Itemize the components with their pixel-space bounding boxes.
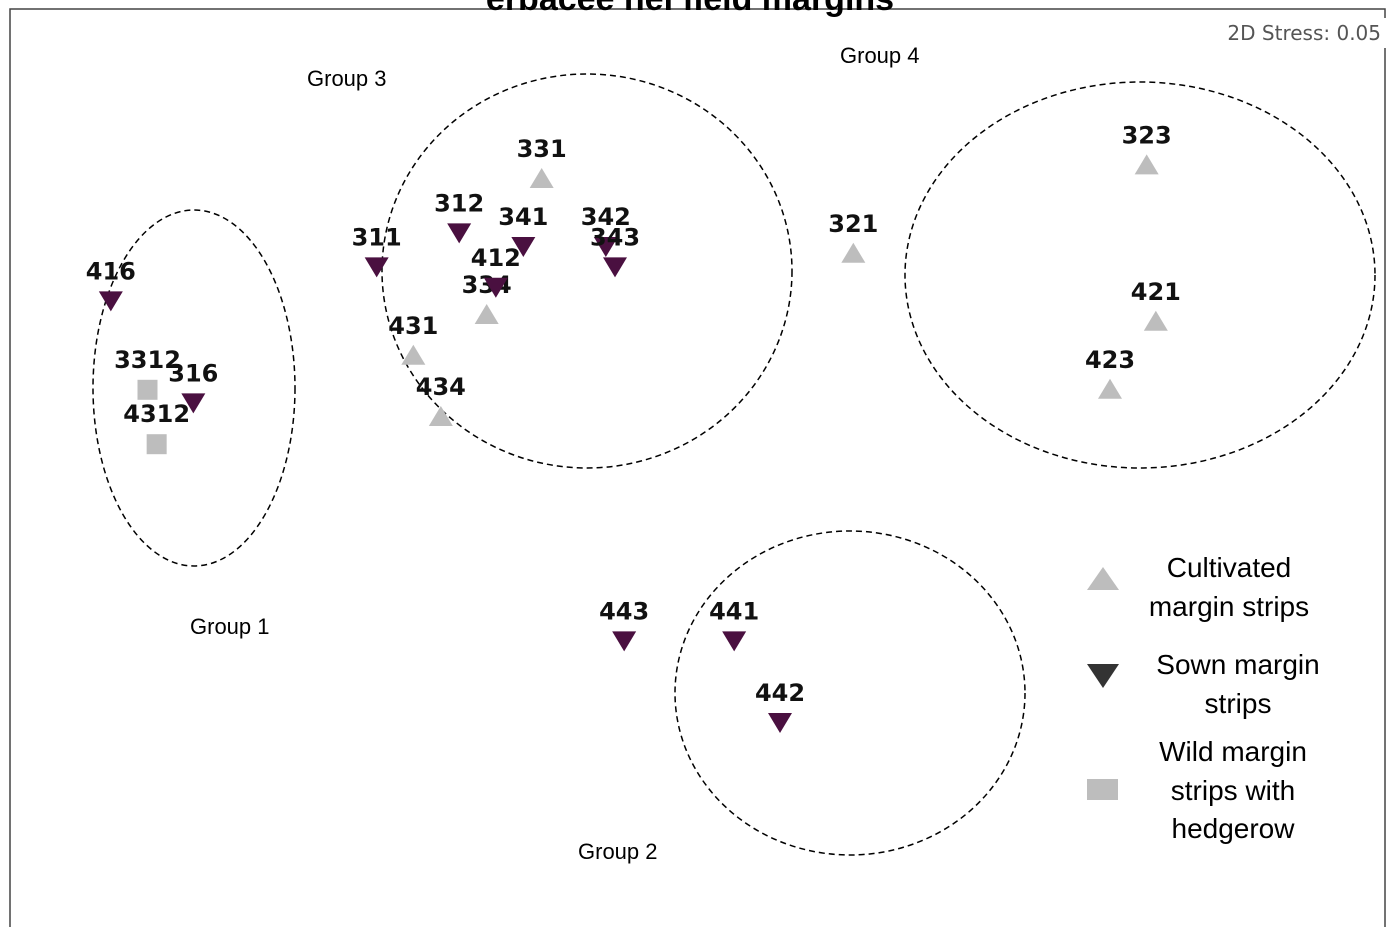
point-label-323: 323 [1122, 121, 1172, 149]
point-label-4312: 4312 [123, 400, 190, 428]
group-4-ellipse [904, 81, 1376, 469]
point-label-442: 442 [755, 679, 805, 707]
group-ellipses [92, 73, 1376, 856]
point-marker-334 [474, 304, 499, 324]
point-label-316: 316 [168, 359, 218, 387]
point-label-341: 341 [498, 203, 548, 231]
point-marker-312 [447, 223, 472, 244]
legend-wild-line-3: hedgerow [1172, 813, 1296, 844]
stress-box [1198, 18, 1388, 48]
group-2-label: Group 2 [578, 839, 658, 864]
plot-frame [9, 8, 1386, 927]
point-marker-4312 [146, 434, 167, 455]
point-marker-331 [529, 168, 554, 188]
legend-wild-line-2: strips with [1171, 775, 1295, 806]
point-marker-431 [401, 344, 426, 365]
point-label-331: 331 [517, 135, 567, 163]
point-label-423: 423 [1085, 346, 1135, 374]
stress-label: 2D Stress: 0.05 [1227, 21, 1381, 45]
point-label-441: 441 [709, 597, 759, 625]
group-3-label: Group 3 [307, 66, 387, 91]
point-marker-321 [841, 242, 866, 263]
point-marker-323 [1134, 154, 1159, 175]
point-marker-343 [603, 257, 627, 278]
point-marker-434 [428, 406, 453, 426]
legend-cultivated-line-2: margin strips [1149, 591, 1309, 622]
legend: Cultivated margin strips Sown margin str… [1087, 552, 1320, 844]
legend-wild-line-1: Wild margin [1159, 736, 1307, 767]
point-marker-311 [364, 257, 389, 278]
point-marker-421 [1143, 310, 1168, 331]
point-marker-341 [511, 237, 536, 257]
point-marker-442 [768, 713, 792, 733]
legend-cultivated-line-1: Cultivated [1167, 552, 1292, 583]
point-label-412: 412 [471, 244, 521, 272]
point-label-312: 312 [434, 189, 484, 217]
point-marker-423 [1098, 378, 1122, 399]
point-marker-342 [593, 237, 618, 257]
point-label-343: 343 [590, 223, 640, 251]
point-label-311: 311 [352, 223, 402, 251]
point-label-342: 342 [581, 203, 631, 231]
legend-wild-marker [1087, 779, 1118, 800]
point-label-334: 334 [462, 271, 512, 299]
point-marker-316 [181, 393, 206, 414]
point-label-421: 421 [1131, 278, 1181, 306]
group-1-label: Group 1 [190, 614, 270, 639]
point-marker-416 [98, 291, 123, 312]
group-4-label: Group 4 [840, 43, 920, 68]
group-2-ellipse [674, 530, 1026, 856]
legend-sown-marker [1087, 664, 1119, 688]
group-1-ellipse [92, 209, 296, 567]
point-label-3312: 3312 [114, 346, 181, 374]
point-marker-3312 [137, 379, 158, 400]
legend-sown-line-1: Sown margin [1156, 649, 1319, 680]
legend-sown-line-2: strips [1205, 688, 1272, 719]
point-marker-412 [483, 277, 508, 298]
point-label-416: 416 [86, 257, 136, 285]
group-3-ellipse [381, 73, 793, 469]
point-label-321: 321 [828, 210, 878, 238]
point-marker-443 [612, 631, 637, 652]
point-label-431: 431 [388, 312, 438, 340]
legend-cultivated-marker [1087, 567, 1119, 590]
point-label-434: 434 [416, 373, 466, 401]
point-marker-441 [722, 631, 747, 652]
point-label-443: 443 [599, 597, 649, 625]
